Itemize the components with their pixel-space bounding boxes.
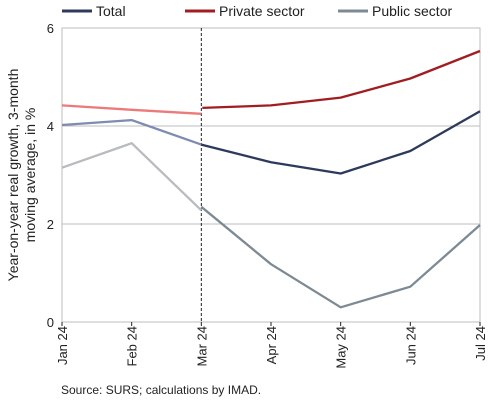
series-layer bbox=[61, 49, 481, 309]
series-total-history-line bbox=[61, 118, 202, 146]
y-axis-title-line2: moving average, in % bbox=[22, 108, 38, 243]
source-note: Source: SURS; calculations by IMAD. bbox=[61, 383, 261, 397]
y-tick-4: 4 bbox=[47, 119, 54, 134]
legend-label-total: Total bbox=[96, 3, 126, 19]
series-public-sector-history-line bbox=[61, 142, 203, 212]
x-tick-label: Jan 24 bbox=[55, 326, 70, 365]
gridlines bbox=[61, 27, 481, 323]
series-private-sector-line bbox=[202, 49, 481, 110]
y-tick-2: 2 bbox=[47, 217, 54, 232]
x-tick-label: May 24 bbox=[334, 326, 349, 369]
x-tick-label: Mar 24 bbox=[194, 326, 209, 366]
legend-label-public-sector: Public sector bbox=[372, 3, 452, 19]
y-tick-0: 0 bbox=[47, 315, 54, 330]
legend: Total Private sector Public sector bbox=[62, 3, 452, 19]
plot-frame bbox=[61, 27, 481, 323]
series-public-sector-line bbox=[200, 205, 481, 309]
series-total-line bbox=[201, 110, 481, 175]
x-tick-label: Apr 24 bbox=[264, 326, 279, 364]
y-tick-labels: 0 2 4 6 bbox=[47, 21, 54, 330]
legend-label-private-sector: Private sector bbox=[219, 3, 305, 19]
x-tick-label: Jun 24 bbox=[403, 326, 418, 365]
y-tick-6: 6 bbox=[47, 21, 54, 36]
x-tick-labels: Jan 24 Feb 24 Mar 24 Apr 24 May 24 Jun 24 Jul … bbox=[55, 322, 488, 369]
series-private-sector-history-line bbox=[61, 104, 202, 115]
y-axis-title-line1: Year-on-year real growth, 3-month bbox=[5, 69, 21, 282]
x-tick-label: Jul 24 bbox=[473, 326, 488, 361]
x-tick-label: Feb 24 bbox=[125, 326, 140, 366]
